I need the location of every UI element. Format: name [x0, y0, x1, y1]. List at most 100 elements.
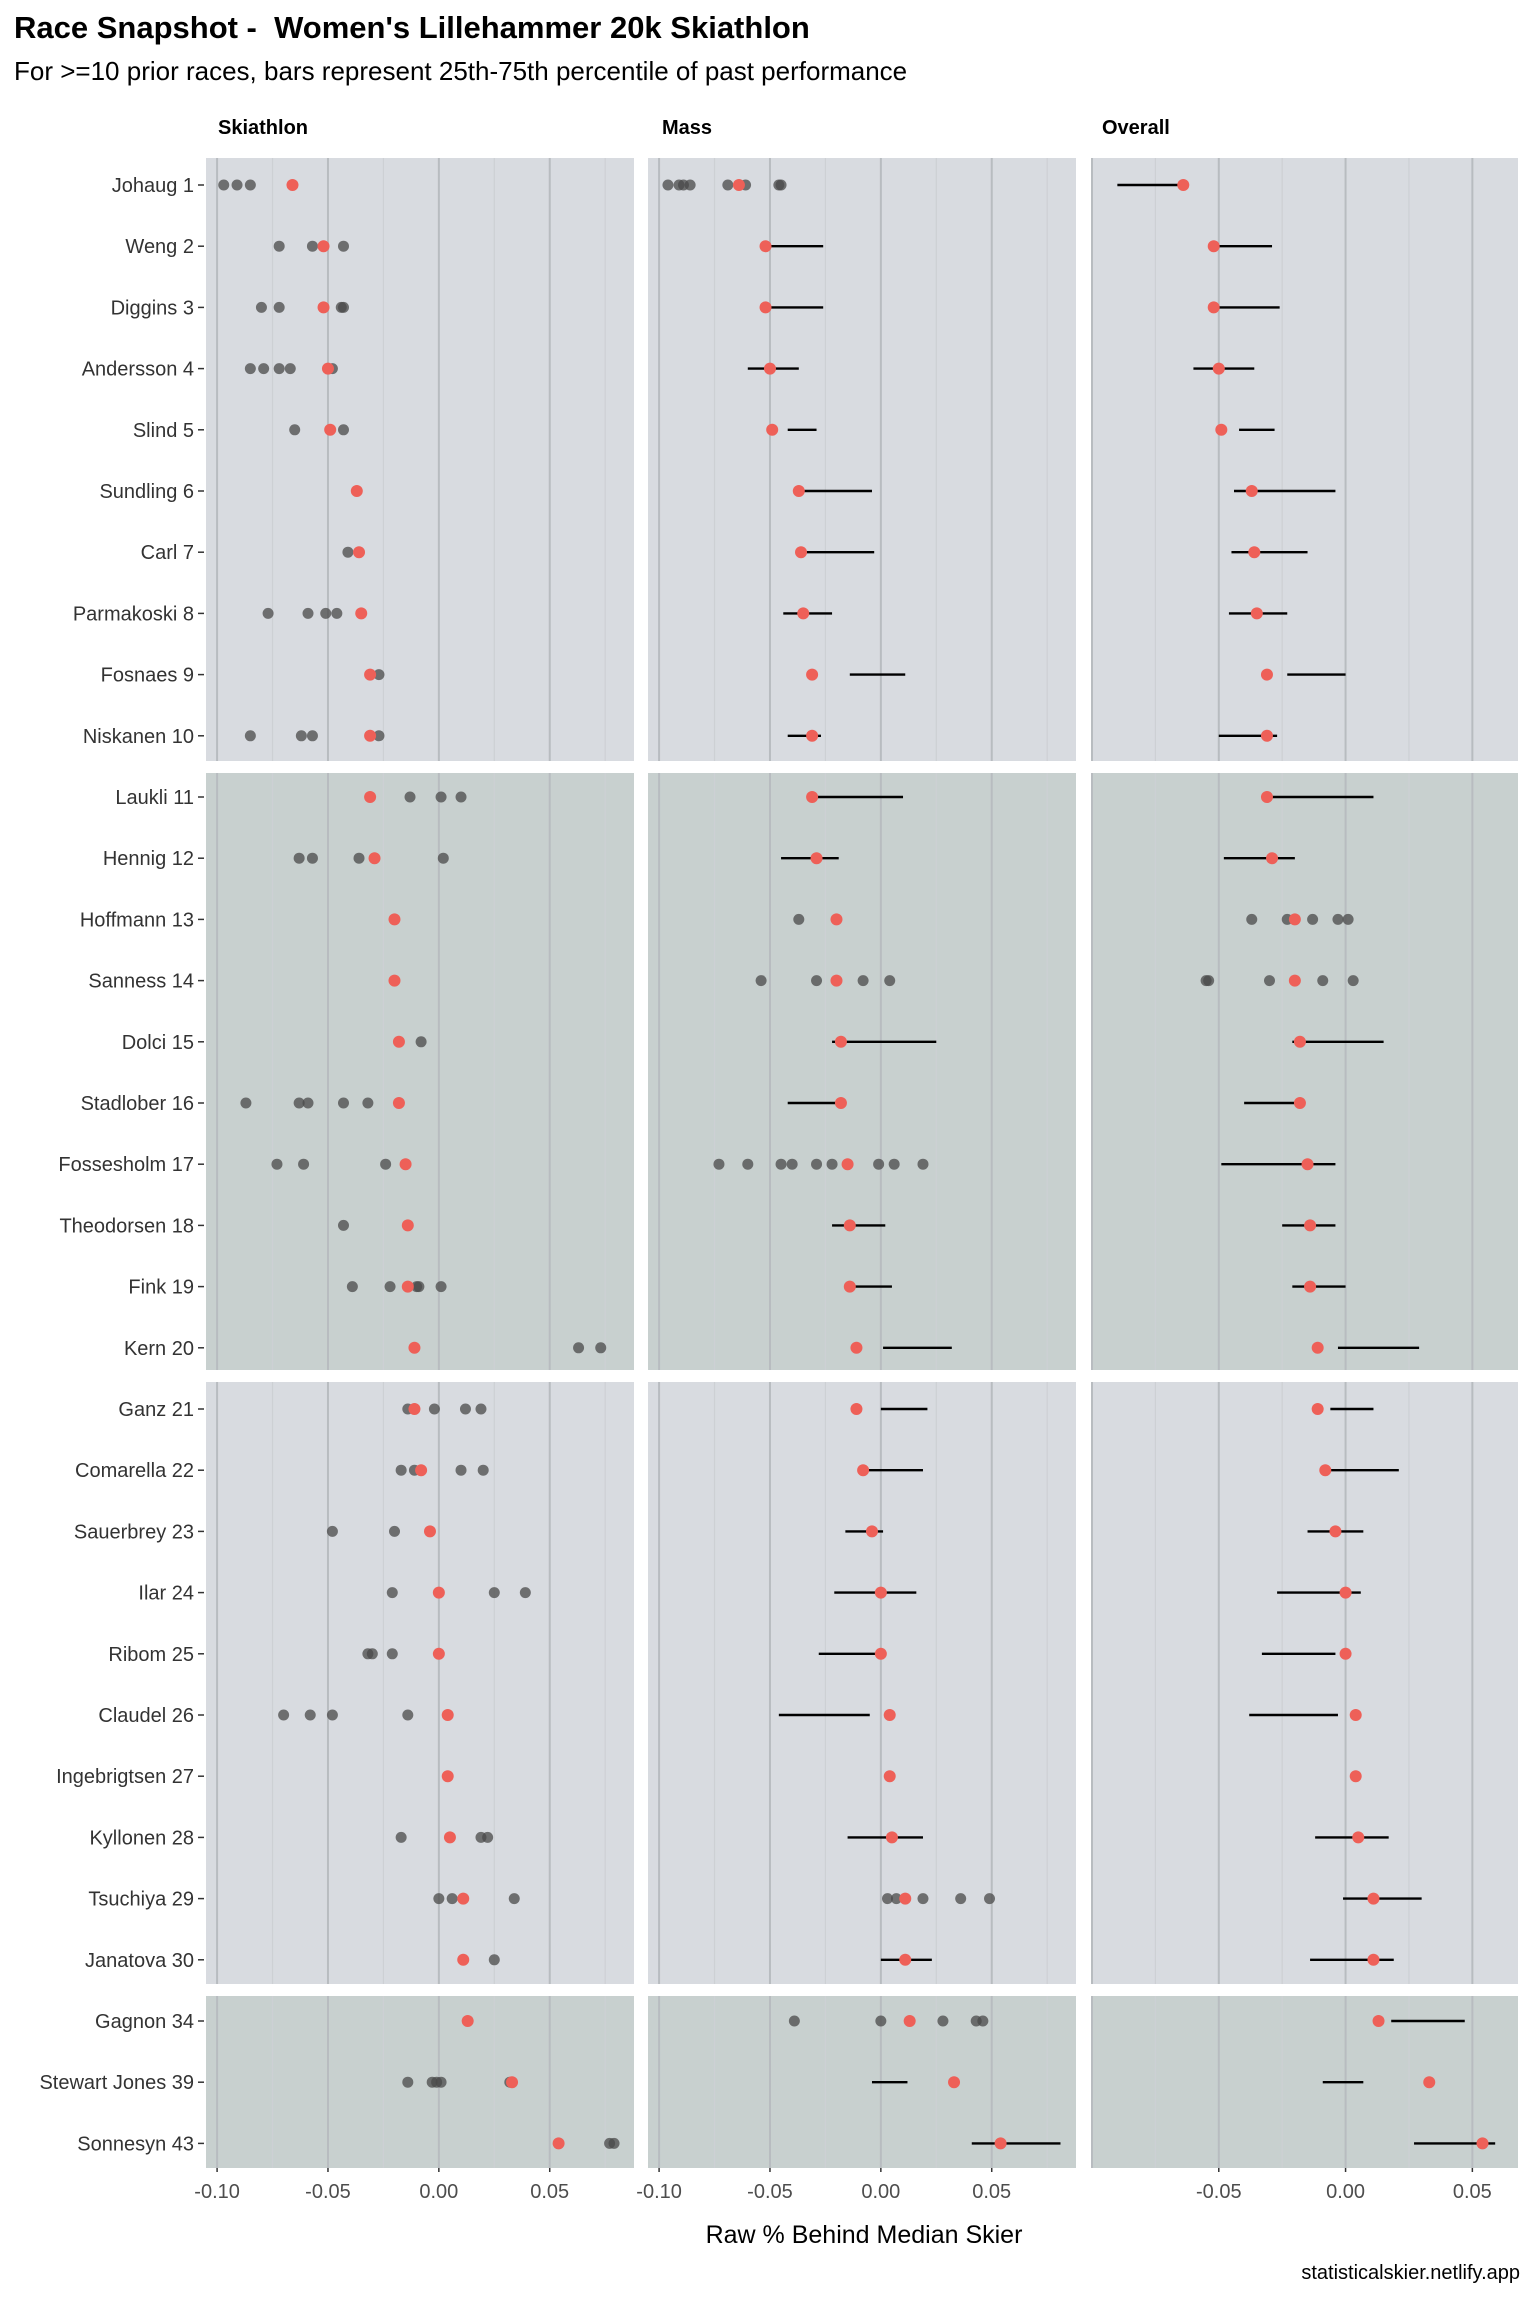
past-race-point [488, 1954, 500, 1966]
facet-panel-skiathlon-3 [206, 1996, 634, 2168]
current-race-point [810, 852, 823, 865]
past-race-point [977, 2015, 989, 2027]
current-race-point [1260, 668, 1273, 681]
past-race-point [289, 424, 301, 436]
past-race-point [984, 1893, 996, 1905]
past-race-point [386, 1648, 398, 1660]
past-race-point [413, 1281, 425, 1293]
facet-title-skiathlon: Skiathlon [218, 117, 308, 139]
past-race-point [435, 1281, 447, 1293]
current-race-point [899, 1953, 912, 1966]
x-tick-label: 0.00 [861, 2181, 900, 2203]
y-tick-label: Parmakoski 8 [73, 603, 194, 625]
past-race-point [875, 2015, 887, 2027]
y-tick-label: Fink 19 [128, 1277, 194, 1299]
x-tick-label: 0.05 [1453, 2181, 1492, 2203]
past-race-point [244, 730, 256, 742]
y-tick-label: Sundling 6 [99, 481, 194, 503]
past-race-point [573, 1342, 585, 1354]
current-race-point [355, 607, 368, 620]
current-race-point [1215, 423, 1228, 436]
past-race-point [713, 1158, 725, 1170]
current-race-point [1367, 1953, 1380, 1966]
x-tick-label: -0.05 [1196, 2181, 1242, 2203]
y-tick-label: Diggins 3 [111, 297, 194, 319]
facet-panel-skiathlon-2 [206, 1382, 634, 1984]
past-race-point [373, 730, 385, 742]
past-race-point [1332, 913, 1344, 925]
facet-panel-mass-0 [648, 158, 1076, 761]
facet-title-mass: Mass [662, 117, 712, 139]
current-race-point [432, 1586, 445, 1599]
past-race-point [255, 301, 267, 313]
past-race-point [775, 179, 787, 191]
y-tick-label: Gagnon 34 [95, 2011, 194, 2033]
past-race-point [402, 1709, 414, 1721]
current-race-point [1248, 546, 1261, 559]
current-race-point [408, 1341, 421, 1354]
past-race-point [258, 363, 270, 375]
past-race-point [284, 363, 296, 375]
y-tick-label: Claudel 26 [98, 1705, 194, 1727]
x-tick-label: -0.05 [305, 2181, 351, 2203]
y-tick-label: Slind 5 [133, 420, 194, 442]
y-tick-label: Comarella 22 [75, 1460, 194, 1482]
x-tick-label: -0.10 [636, 2181, 682, 2203]
y-tick-label: Hennig 12 [103, 848, 194, 870]
past-race-point [293, 1097, 305, 1109]
past-race-point [811, 1158, 823, 1170]
past-race-point [755, 975, 767, 987]
past-race-point [722, 179, 734, 191]
y-tick-label: Weng 2 [125, 236, 194, 258]
current-race-point [1304, 1280, 1317, 1293]
facet-panel-mass-2 [648, 1382, 1076, 1984]
past-race-point [446, 1893, 458, 1905]
x-tick-label: 0.00 [419, 2181, 458, 2203]
current-race-point [415, 1464, 428, 1477]
past-race-point [435, 791, 447, 803]
current-race-point [806, 791, 819, 803]
facet-panel-skiathlon-0 [206, 158, 634, 761]
current-race-point [1207, 301, 1220, 314]
current-race-point [1177, 179, 1190, 191]
past-race-point [1264, 975, 1275, 987]
y-tick-label: Sanness 14 [88, 971, 194, 993]
current-race-point [1319, 1464, 1332, 1477]
y-tick-label: Ribom 25 [108, 1644, 194, 1666]
current-race-point [763, 362, 776, 375]
past-race-point [244, 179, 256, 191]
y-tick-label: Niskanen 10 [83, 726, 194, 748]
current-race-point [1288, 913, 1301, 926]
current-race-point [1304, 1219, 1317, 1232]
y-tick-label: Sauerbrey 23 [74, 1521, 194, 1543]
past-race-point [273, 240, 285, 252]
current-race-point [364, 791, 377, 803]
x-tick-label: 0.05 [972, 2181, 1011, 2203]
current-race-point [903, 2015, 916, 2027]
current-race-point [1311, 1403, 1324, 1415]
current-race-point [443, 1831, 456, 1844]
current-race-point [364, 729, 377, 742]
past-race-point [888, 1158, 900, 1170]
past-race-point [857, 975, 869, 987]
y-tick-label: Kyllonen 28 [89, 1827, 194, 1849]
past-race-point [477, 1464, 489, 1476]
current-race-point [948, 2076, 961, 2089]
current-race-point [830, 974, 843, 987]
past-race-point [293, 852, 305, 864]
current-race-point [441, 1709, 454, 1721]
past-race-point [608, 2137, 620, 2149]
past-race-point [304, 1709, 316, 1721]
y-tick-label: Dolci 15 [122, 1032, 194, 1054]
current-race-point [899, 1892, 912, 1905]
current-race-point [1245, 485, 1258, 497]
current-race-point [399, 1158, 412, 1171]
y-tick-label: Fosnaes 9 [101, 665, 194, 687]
current-race-point [874, 1586, 887, 1599]
y-tick-label: Johaug 1 [112, 175, 194, 197]
current-race-point [834, 1097, 847, 1109]
past-race-point [306, 240, 318, 252]
current-race-point [1476, 2137, 1489, 2150]
past-race-point [386, 1587, 398, 1599]
facet-panel-mass-1 [648, 773, 1076, 1370]
